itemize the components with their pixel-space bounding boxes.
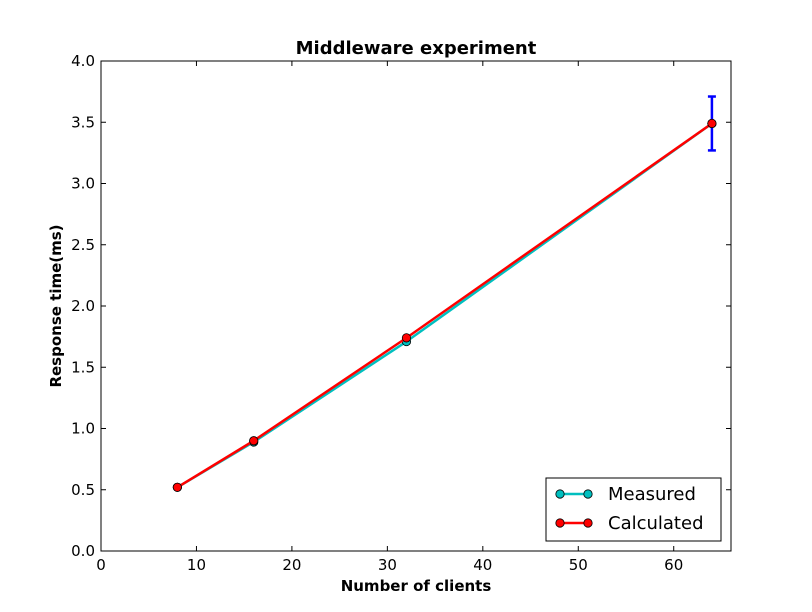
y-tick-label: 2.0 [71, 297, 95, 315]
y-tick-label: 0.5 [71, 481, 95, 499]
legend-marker-measured [555, 489, 565, 499]
y-tick-label: 4.0 [71, 52, 95, 70]
y-tick-label: 3.5 [71, 113, 95, 131]
x-tick-label: 50 [569, 556, 588, 574]
x-tick-label: 30 [378, 556, 397, 574]
x-axis-label: Number of clients [341, 577, 492, 595]
legend-marker-calculated [555, 518, 565, 528]
axis-ticks: 0 10 20 30 40 50 60 0.0 0.5 1.0 1.5 2.0 2.5 3.0 3.5 4.0 [71, 52, 731, 574]
y-tick-label: 3.0 [71, 175, 95, 193]
legend-marker-measured [583, 489, 593, 499]
data-point-calculated [249, 436, 259, 446]
x-tick-label: 0 [96, 556, 106, 574]
data-point-calculated [172, 482, 182, 492]
x-tick-label: 60 [664, 556, 683, 574]
x-tick-label: 10 [187, 556, 206, 574]
data-point-calculated [707, 118, 717, 129]
y-axis-label: Response time(ms) [47, 224, 65, 387]
chart-title: Middleware experiment [296, 38, 537, 59]
series-line-measured [176, 122, 713, 489]
legend-label-calculated: Calculated [608, 513, 704, 534]
y-tick-label: 1.0 [71, 420, 95, 438]
y-tick-label: 1.5 [71, 358, 95, 376]
x-tick-label: 20 [282, 556, 301, 574]
plot-area [172, 95, 717, 492]
legend-label-measured: Measured [608, 484, 696, 505]
x-tick-label: 40 [473, 556, 492, 574]
legend-box [545, 477, 722, 542]
y-tick-label: 0.0 [71, 542, 95, 560]
series-line-calculated [176, 122, 713, 489]
legend: Measured Calculated [545, 477, 722, 542]
legend-marker-calculated [583, 518, 593, 528]
y-tick-label: 2.5 [71, 236, 95, 254]
data-point-calculated [401, 333, 412, 343]
